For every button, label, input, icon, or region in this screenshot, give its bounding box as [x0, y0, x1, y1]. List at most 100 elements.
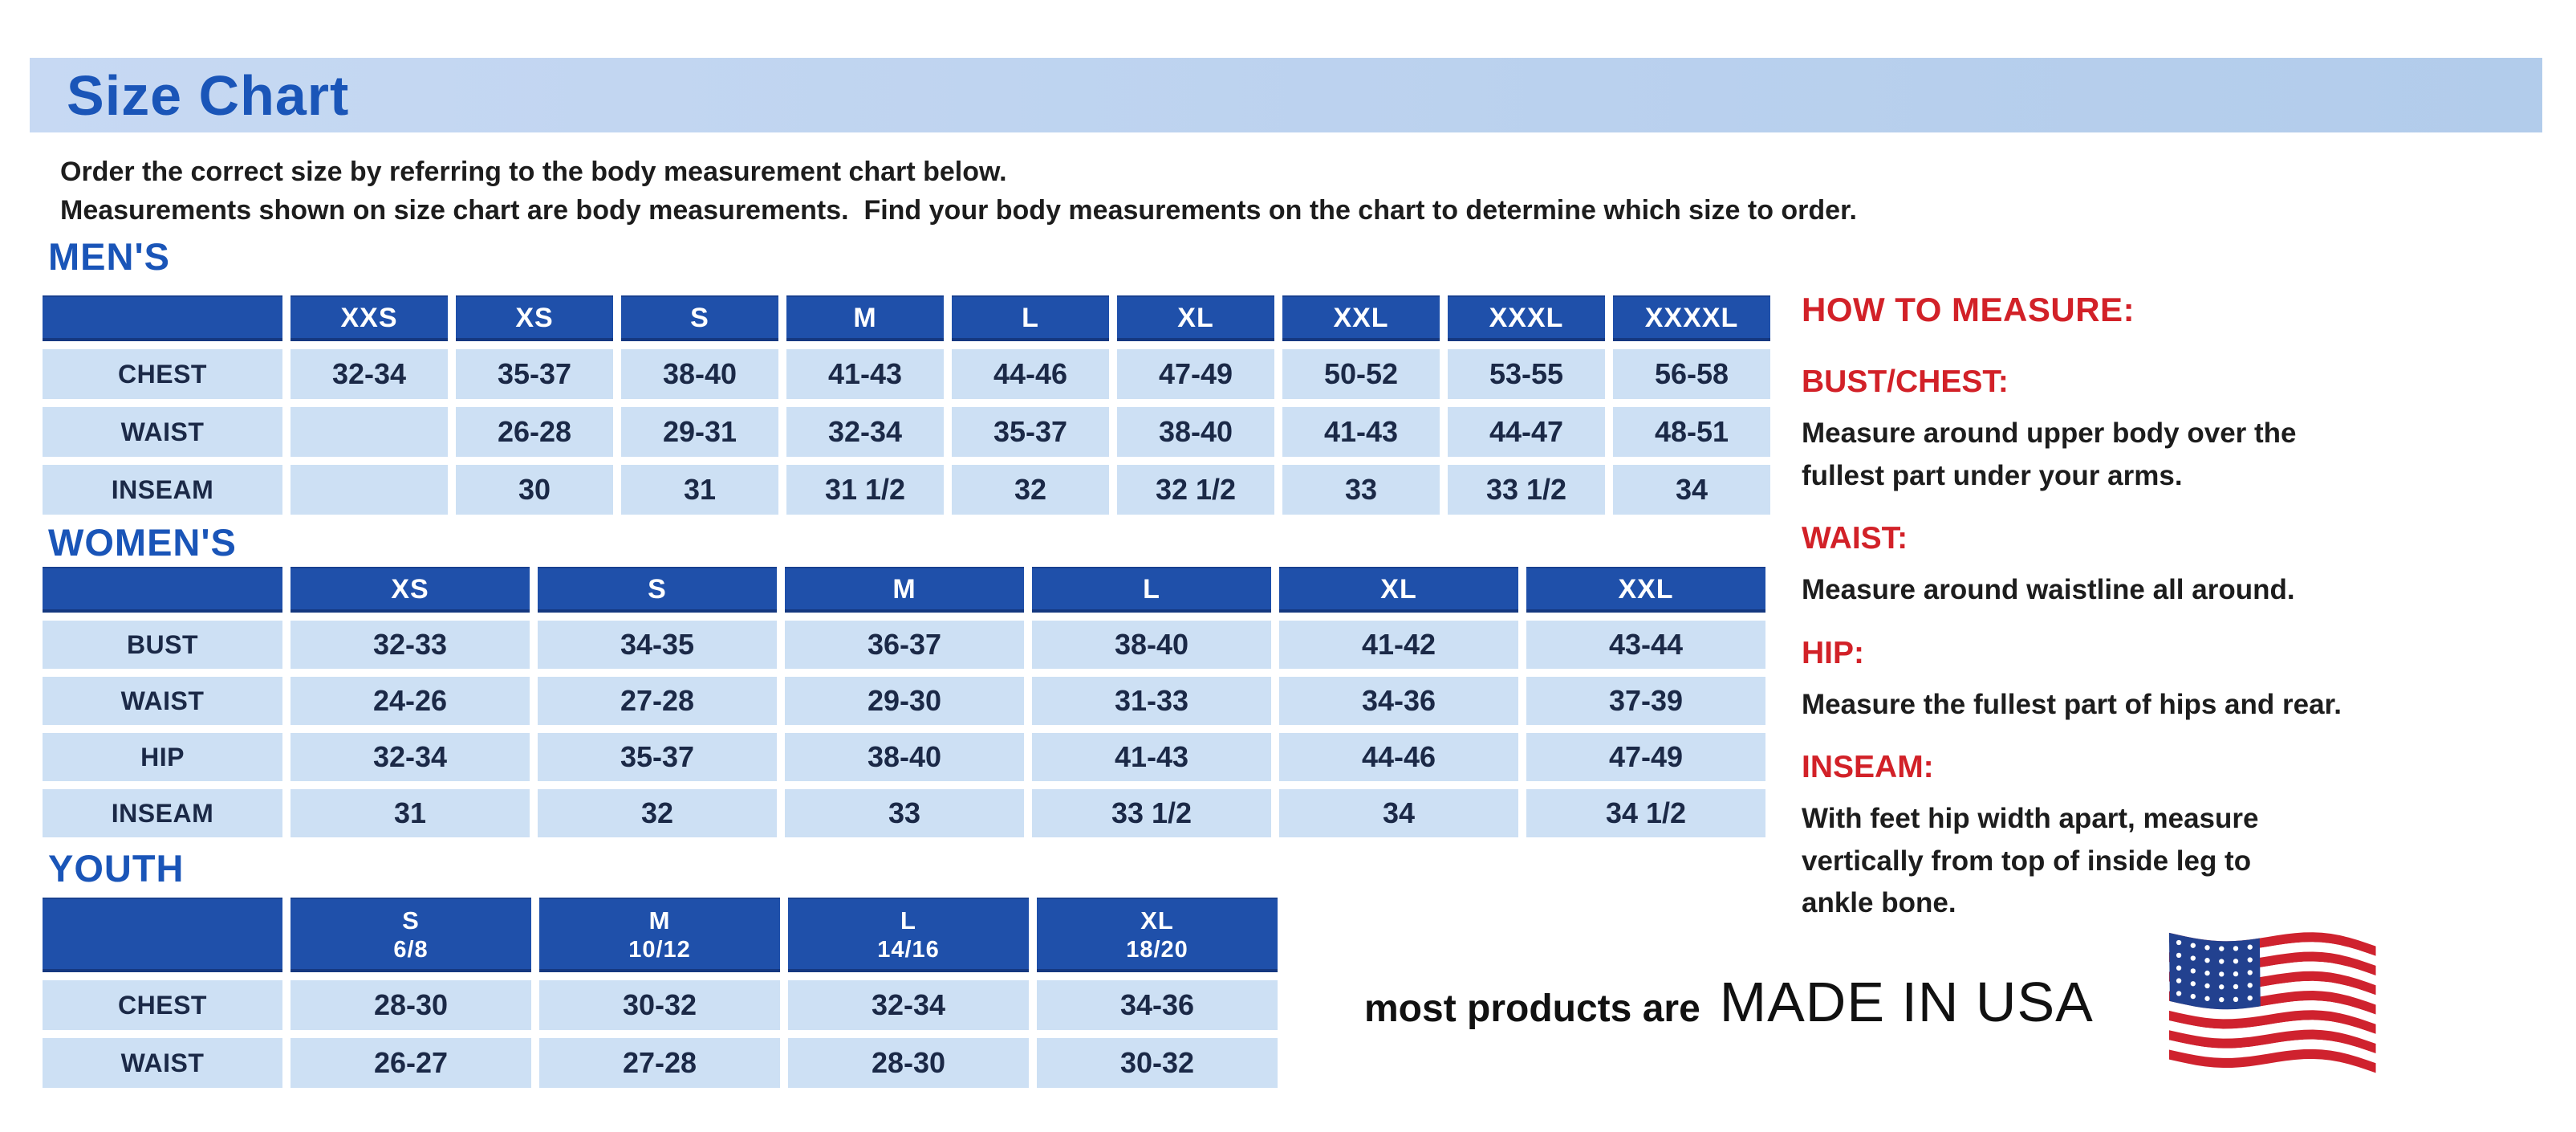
mens-data-cell: 34	[1613, 465, 1770, 515]
womens-data-cell: 36-37	[785, 621, 1024, 669]
youth-data-cell: 30-32	[1037, 1038, 1278, 1088]
intro-line-1: Order the correct size by referring to t…	[60, 157, 1007, 187]
youth-column-header: XL 18/20	[1037, 898, 1278, 972]
womens-data-cell: 38-40	[1032, 621, 1271, 669]
womens-header-blank-cell	[43, 567, 282, 613]
measure-desc-line: fullest part under your arms.	[1802, 459, 2183, 491]
title-banner: Size Chart	[30, 58, 2542, 132]
measure-term: WAIST:	[1802, 521, 1908, 556]
mens-data-cell: 38-40	[621, 349, 778, 399]
youth-data-cell: 28-30	[788, 1038, 1029, 1088]
mens-data-cell	[291, 407, 448, 457]
youth-column-header: L 14/16	[788, 898, 1029, 972]
mens-header-blank-cell	[43, 295, 282, 341]
womens-data-cell: 37-39	[1526, 677, 1765, 725]
youth-row-label: CHEST	[43, 980, 282, 1030]
mens-column-header: XL	[1117, 295, 1274, 341]
measure-desc-line: Measure the fullest part of hips and rea…	[1802, 688, 2342, 720]
mens-table: XXS XS S M L XL XXL XXXL XXXXL CHEST 32-34 35-37 38-…	[43, 295, 1770, 515]
made-in-usa-footer: most products are MADE IN USA	[1364, 970, 2094, 1034]
measure-term: INSEAM:	[1802, 750, 1934, 784]
womens-data-cell: 32-33	[291, 621, 530, 669]
womens-data-cell: 41-43	[1032, 733, 1271, 781]
mens-data-cell: 32	[952, 465, 1109, 515]
womens-data-cell: 27-28	[538, 677, 777, 725]
mens-data-cell: 33	[1282, 465, 1440, 515]
womens-column-header: XL	[1279, 567, 1518, 613]
womens-data-cell: 34-35	[538, 621, 777, 669]
womens-data-cell: 32	[538, 789, 777, 837]
womens-column-header: M	[785, 567, 1024, 613]
youth-data-cell: 28-30	[291, 980, 531, 1030]
mens-column-header: L	[952, 295, 1109, 341]
womens-data-cell: 34	[1279, 789, 1518, 837]
womens-table: XS S M L XL XXL BUST 32-33 34-35 36-37 38-40 41-42 4…	[43, 567, 1765, 837]
mens-column-header: XS	[456, 295, 613, 341]
footer-emphasis-text: MADE IN USA	[1719, 971, 2094, 1033]
intro-text: Order the correct size by referring to t…	[60, 153, 1857, 230]
womens-row-label: INSEAM	[43, 789, 282, 837]
measure-term: BUST/CHEST:	[1802, 364, 2009, 399]
womens-column-header: XXL	[1526, 567, 1765, 613]
mens-column-header: M	[786, 295, 944, 341]
womens-data-cell: 41-42	[1279, 621, 1518, 669]
mens-column-header: XXL	[1282, 295, 1440, 341]
womens-data-cell: 31	[291, 789, 530, 837]
footer-prefix-text: most products are	[1364, 987, 1700, 1030]
youth-data-cell: 34-36	[1037, 980, 1278, 1030]
womens-data-cell: 33	[785, 789, 1024, 837]
how-to-measure-heading: HOW TO MEASURE:	[1802, 291, 2135, 328]
mens-data-cell: 32-34	[291, 349, 448, 399]
youth-data-cell: 32-34	[788, 980, 1029, 1030]
womens-data-cell: 32-34	[291, 733, 530, 781]
womens-row-label: HIP	[43, 733, 282, 781]
womens-column-header: L	[1032, 567, 1271, 613]
mens-data-cell: 50-52	[1282, 349, 1440, 399]
mens-data-cell: 56-58	[1613, 349, 1770, 399]
womens-data-cell: 43-44	[1526, 621, 1765, 669]
womens-data-cell: 29-30	[785, 677, 1024, 725]
page-title: Size Chart	[67, 63, 350, 127]
mens-data-cell: 33 1/2	[1448, 465, 1605, 515]
youth-data-cell: 27-28	[539, 1038, 780, 1088]
womens-row-label: WAIST	[43, 677, 282, 725]
measure-term: HIP:	[1802, 635, 1864, 670]
mens-data-cell: 48-51	[1613, 407, 1770, 457]
intro-line-2: Measurements shown on size chart are bod…	[60, 195, 1857, 226]
youth-column-header: S 6/8	[291, 898, 531, 972]
mens-data-cell	[291, 465, 448, 515]
womens-data-cell: 31-33	[1032, 677, 1271, 725]
measure-desc-line: vertically from top of inside leg to	[1802, 845, 2252, 877]
womens-data-cell: 47-49	[1526, 733, 1765, 781]
mens-data-cell: 35-37	[952, 407, 1109, 457]
mens-column-header: S	[621, 295, 778, 341]
youth-data-cell: 30-32	[539, 980, 780, 1030]
womens-row-label: BUST	[43, 621, 282, 669]
measure-desc-line: Measure around upper body over the	[1802, 417, 2297, 449]
mens-row-label: WAIST	[43, 407, 282, 457]
mens-data-cell: 26-28	[456, 407, 613, 457]
womens-data-cell: 38-40	[785, 733, 1024, 781]
how-to-measure-items: BUST/CHEST: Measure around upper body ove…	[1802, 364, 2468, 925]
mens-data-cell: 41-43	[1282, 407, 1440, 457]
womens-column-header: S	[538, 567, 777, 613]
measure-desc-line: Measure around waistline all around.	[1802, 574, 2295, 605]
mens-data-cell: 32 1/2	[1117, 465, 1274, 515]
mens-data-cell: 53-55	[1448, 349, 1605, 399]
mens-data-cell: 29-31	[621, 407, 778, 457]
youth-section-heading: YOUTH	[48, 847, 185, 890]
youth-row-label: WAIST	[43, 1038, 282, 1088]
mens-data-cell: 30	[456, 465, 613, 515]
womens-data-cell: 34 1/2	[1526, 789, 1765, 837]
mens-data-cell: 41-43	[786, 349, 944, 399]
mens-row-label: INSEAM	[43, 465, 282, 515]
youth-header-blank-cell	[43, 898, 282, 972]
womens-column-header: XS	[291, 567, 530, 613]
youth-column-header: M 10/12	[539, 898, 780, 972]
mens-data-cell: 38-40	[1117, 407, 1274, 457]
mens-row-label: CHEST	[43, 349, 282, 399]
mens-data-cell: 32-34	[786, 407, 944, 457]
mens-column-header: XXXL	[1448, 295, 1605, 341]
womens-data-cell: 24-26	[291, 677, 530, 725]
